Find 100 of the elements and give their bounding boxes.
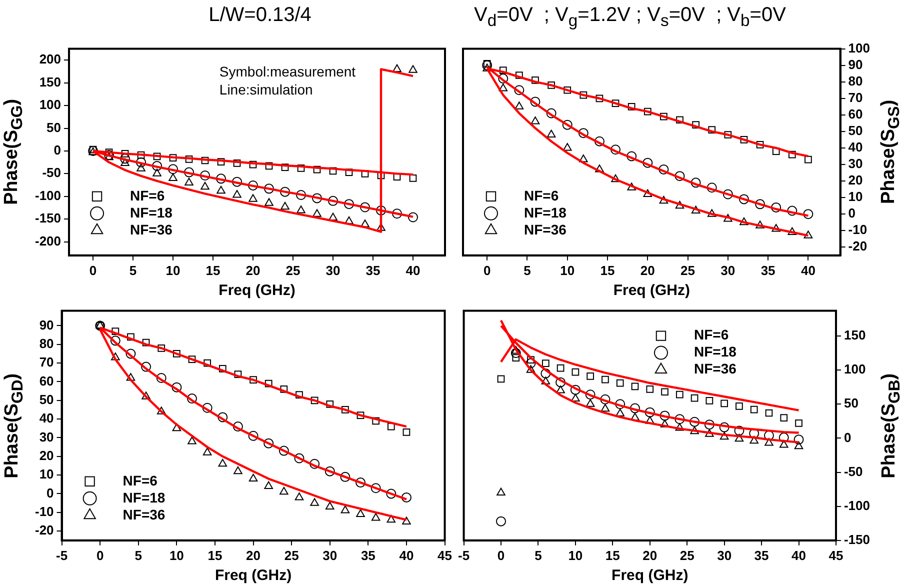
point <box>312 209 322 217</box>
point <box>511 346 520 354</box>
point <box>690 178 701 188</box>
point <box>585 390 596 400</box>
point <box>126 373 136 381</box>
point <box>248 180 258 190</box>
point <box>579 154 588 162</box>
point <box>112 328 120 336</box>
point <box>572 368 580 376</box>
point <box>516 72 523 79</box>
point <box>344 216 354 224</box>
x-tick-label: 30 <box>326 262 340 278</box>
point <box>596 94 604 102</box>
point <box>740 136 748 144</box>
point <box>750 406 758 414</box>
point <box>402 428 410 436</box>
chart-title: L/W=0.13/4 <box>208 4 312 27</box>
point <box>297 164 305 172</box>
point <box>627 182 636 190</box>
point <box>345 168 353 176</box>
chart-title: V$_{d}$=0V ; V$_{g}$=1.2V ; V$_{s}$=0V ; V$_{b}$=0V <box>474 4 786 30</box>
point <box>540 368 551 378</box>
point <box>676 390 684 398</box>
point <box>530 96 540 107</box>
point <box>595 164 604 172</box>
point <box>532 76 539 84</box>
x-tick-label: 0 <box>96 548 104 563</box>
legend-label: NF=6 <box>130 187 165 204</box>
y-tick-label: 40 <box>848 140 863 155</box>
point <box>660 410 670 421</box>
point <box>720 400 728 408</box>
x-tick-label: 30 <box>322 548 338 563</box>
point <box>675 200 684 209</box>
point <box>156 406 166 414</box>
point <box>185 155 193 163</box>
x-tick-label: 10 <box>568 548 583 563</box>
point <box>497 375 505 383</box>
point <box>328 212 338 220</box>
x-axis-title: Freq (GHz) <box>218 282 296 300</box>
x-tick-label: 35 <box>760 262 776 278</box>
point <box>787 206 798 216</box>
point <box>232 190 242 198</box>
point <box>408 212 418 222</box>
point <box>594 136 604 146</box>
point <box>795 420 802 427</box>
point <box>541 376 550 384</box>
point <box>153 152 161 160</box>
point <box>691 206 700 214</box>
x-tick-label: 30 <box>717 548 732 563</box>
y-tick-label: 90 <box>848 56 863 72</box>
point <box>187 394 198 404</box>
point <box>280 186 290 197</box>
y-tick-label: 80 <box>39 336 54 351</box>
point <box>234 466 242 474</box>
point <box>738 194 749 204</box>
x-tick-label: 10 <box>166 262 180 278</box>
legend-label: NF=36 <box>122 506 166 522</box>
point <box>200 170 210 180</box>
point <box>658 164 669 174</box>
point <box>188 356 196 364</box>
point <box>706 397 714 404</box>
point <box>156 373 166 383</box>
x-tick-label: 15 <box>600 262 615 278</box>
point <box>644 108 652 116</box>
x-tick-label: 0 <box>483 262 491 278</box>
y-tick-label: 100 <box>844 362 866 377</box>
point <box>393 173 401 181</box>
x-tick-label: 5 <box>129 262 137 278</box>
point <box>570 384 580 395</box>
point <box>280 202 290 210</box>
x-tick-label: 40 <box>399 548 414 563</box>
point <box>580 91 588 99</box>
x-tick-label: 35 <box>366 262 380 278</box>
point <box>204 359 212 367</box>
legend-label: NF=6 <box>122 472 158 488</box>
point <box>556 364 564 372</box>
point <box>296 190 306 200</box>
point <box>578 128 588 138</box>
legend-label: NF=6 <box>694 326 729 343</box>
point <box>250 376 257 384</box>
x-tick-label: 20 <box>246 548 261 563</box>
x-tick-label: 20 <box>640 262 655 278</box>
point <box>188 436 196 444</box>
point <box>248 474 258 482</box>
point <box>217 158 225 166</box>
point <box>611 174 620 182</box>
point <box>184 178 194 186</box>
y-tick-label: -100 <box>844 498 870 513</box>
point <box>628 102 636 110</box>
y-tick-label: 60 <box>848 106 863 122</box>
point <box>344 199 354 210</box>
point <box>233 160 241 167</box>
point <box>510 348 521 358</box>
x-tick-label: 20 <box>246 262 260 278</box>
point <box>408 65 418 73</box>
point <box>765 409 773 417</box>
point <box>281 164 289 171</box>
point <box>137 151 145 159</box>
point <box>514 85 524 96</box>
point <box>675 422 684 431</box>
